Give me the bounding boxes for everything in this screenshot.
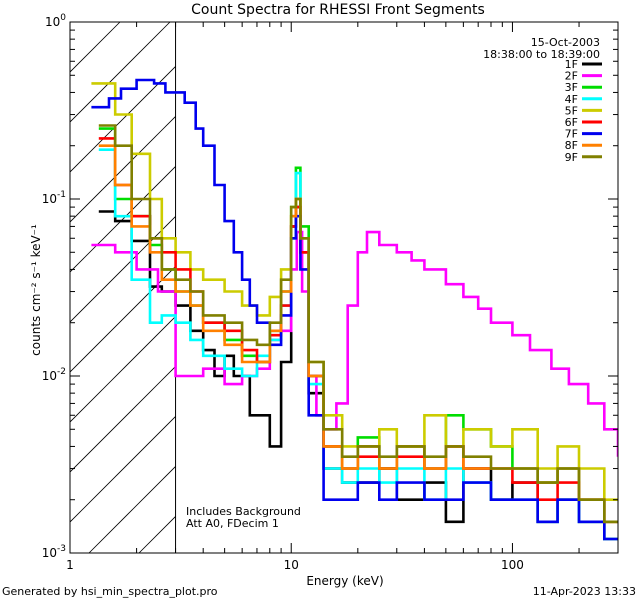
hatch-line <box>70 415 176 523</box>
legend-label-8f: 8F <box>565 139 578 152</box>
series-line-9f <box>98 124 618 524</box>
x-tick-label: 1 <box>66 558 74 572</box>
series-lines <box>91 78 618 541</box>
hatched-region <box>70 22 176 553</box>
footer-timestamp: 11-Apr-2023 13:33 <box>533 585 636 598</box>
y-tick-label: 10-1 <box>42 190 66 206</box>
annotation-attenuator: Att A0, FDecim 1 <box>186 517 279 530</box>
hatch-line <box>70 365 176 473</box>
date-time-block: 15-Oct-2003 18:38:00 to 18:39:00 <box>483 36 600 61</box>
legend-label-2f: 2F <box>565 70 578 83</box>
y-tick-label: 10-3 <box>42 544 66 560</box>
legend-label-3f: 3F <box>565 81 578 94</box>
annotations: Includes Background Att A0, FDecim 1 <box>186 505 301 530</box>
x-tick-label: 100 <box>501 558 524 572</box>
series-line-7f <box>91 78 618 541</box>
time-range-label: 18:38:00 to 18:39:00 <box>483 48 600 61</box>
legend-label-7f: 7F <box>565 128 578 141</box>
legend-label-6f: 6F <box>565 116 578 129</box>
hatch-line <box>70 215 176 323</box>
series-line-2f <box>91 230 618 457</box>
chart-title: Count Spectra for RHESSI Front Segments <box>191 2 485 18</box>
x-tick-label: 10 <box>284 558 299 572</box>
date-label: 15-Oct-2003 <box>531 36 600 49</box>
hatch-line <box>88 465 176 553</box>
hatch-line <box>70 22 171 123</box>
y-tick-label: 10-2 <box>42 367 66 383</box>
hatch-line <box>70 22 121 73</box>
legend-label-1f: 1F <box>565 58 578 71</box>
x-ticks: 1 10 100 <box>66 22 619 572</box>
annotation-background: Includes Background <box>186 505 301 518</box>
hatch-line <box>70 65 176 173</box>
legend-label-5f: 5F <box>565 104 578 117</box>
x-axis-label: Energy (keV) <box>306 574 383 588</box>
y-axis-label: counts cm⁻² s⁻¹ keV⁻¹ <box>29 224 43 356</box>
legend-label-4f: 4F <box>565 93 578 106</box>
plot-frame <box>69 21 619 554</box>
y-tick-label: 100 <box>45 13 66 29</box>
footer-generated-by: Generated by hsi_min_spectra_plot.pro <box>2 585 218 598</box>
y-ticks: 10-3 10-2 10-1 100 <box>42 13 618 560</box>
legend-label-9f: 9F <box>565 151 578 164</box>
